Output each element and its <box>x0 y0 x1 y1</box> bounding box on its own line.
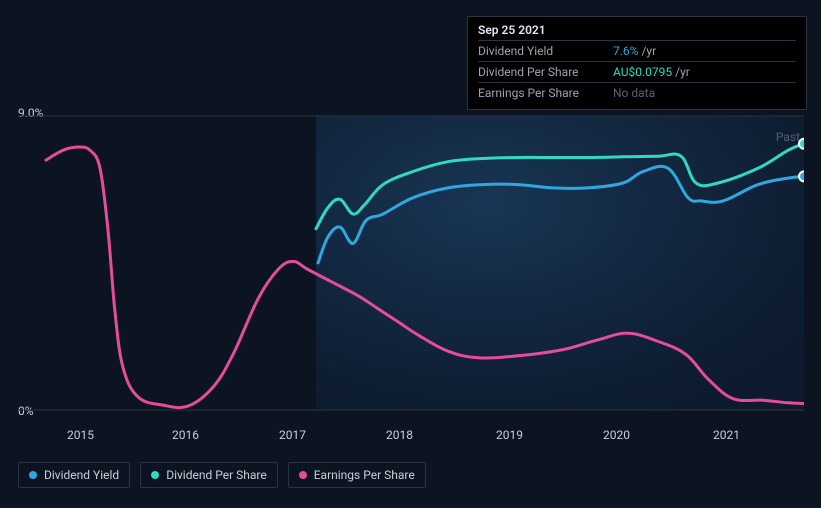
tooltip-row: Dividend Per ShareAU$0.0795/yr <box>478 61 796 82</box>
legend-item[interactable]: Dividend Yield <box>18 462 130 488</box>
legend-label: Dividend Per Share <box>166 468 267 482</box>
legend-dot-icon <box>151 471 159 479</box>
x-axis-label: 2015 <box>67 428 94 442</box>
legend-dot-icon <box>299 471 307 479</box>
chart-tooltip: Sep 25 2021 Dividend Yield7.6%/yrDividen… <box>467 16 807 110</box>
x-axis-label: 2018 <box>386 428 413 442</box>
tooltip-row-label: Dividend Per Share <box>478 65 613 79</box>
tooltip-row-label: Dividend Yield <box>478 44 613 58</box>
chart-area: 9.0% 0% Past 201520162017201820192020202… <box>18 110 804 416</box>
tooltip-row-suffix: /yr <box>675 65 690 79</box>
legend: Dividend Yield Dividend Per Share Earnings… <box>18 462 426 488</box>
x-axis-label: 2019 <box>496 428 523 442</box>
legend-item[interactable]: Dividend Per Share <box>140 462 278 488</box>
tooltip-row-label: Earnings Per Share <box>478 86 613 100</box>
chart-svg <box>18 110 804 416</box>
x-axis-label: 2016 <box>172 428 199 442</box>
x-axis-label: 2017 <box>279 428 306 442</box>
tooltip-date: Sep 25 2021 <box>478 23 796 40</box>
legend-dot-icon <box>29 471 37 479</box>
tooltip-row-value: AU$0.0795 <box>613 65 672 79</box>
x-axis-label: 2020 <box>603 428 630 442</box>
legend-label: Dividend Yield <box>44 468 119 482</box>
legend-label: Earnings Per Share <box>314 468 415 482</box>
tooltip-row: Dividend Yield7.6%/yr <box>478 40 796 61</box>
tooltip-row-value: 7.6% <box>613 44 638 58</box>
tooltip-row-value: No data <box>613 86 655 100</box>
legend-item[interactable]: Earnings Per Share <box>288 462 426 488</box>
tooltip-row: Earnings Per ShareNo data <box>478 82 796 103</box>
tooltip-row-suffix: /yr <box>641 44 656 58</box>
x-axis-label: 2021 <box>713 428 740 442</box>
